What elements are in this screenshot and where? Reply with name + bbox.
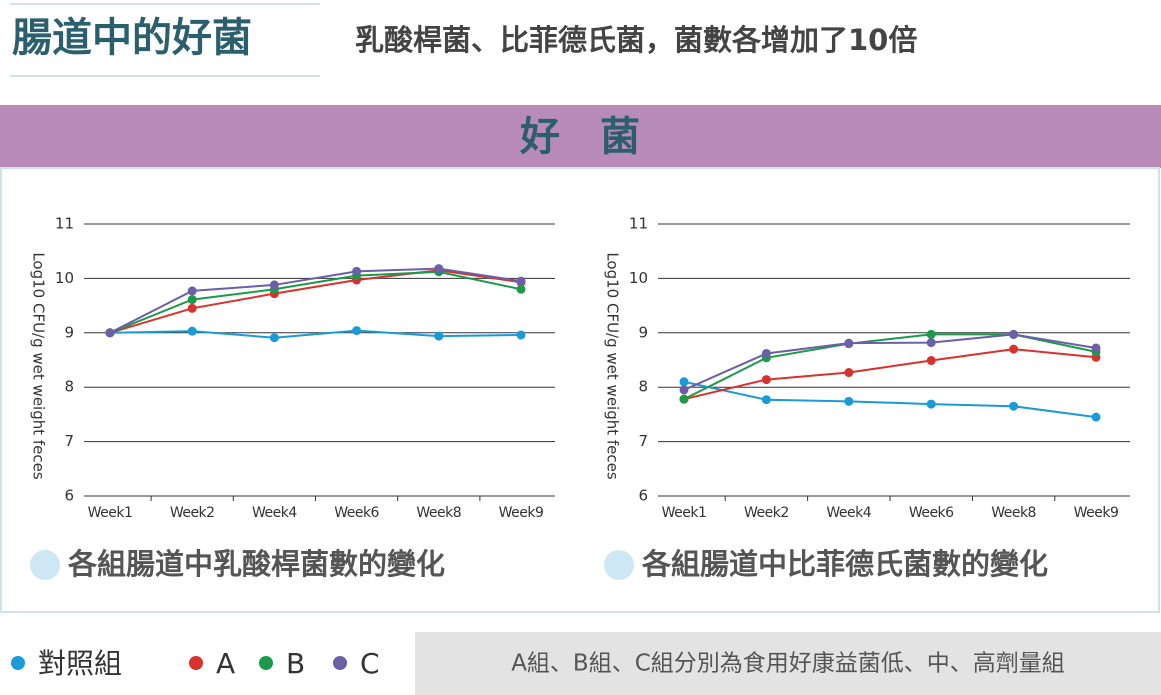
legend-swatch — [333, 656, 347, 670]
content-box — [0, 167, 1160, 613]
data-point — [516, 276, 526, 286]
y-tick-label: 10 — [629, 269, 648, 287]
data-point — [269, 333, 279, 343]
data-point — [187, 326, 197, 336]
y-tick-label: 8 — [64, 378, 74, 396]
legend-label: C — [360, 647, 380, 680]
data-point — [1009, 344, 1019, 354]
x-tick-label: Week9 — [1074, 505, 1119, 521]
data-point — [1009, 329, 1019, 339]
legend-swatch — [259, 656, 273, 670]
data-point — [844, 368, 854, 378]
data-point — [926, 356, 936, 366]
data-point — [516, 330, 526, 340]
series-line — [683, 380, 1097, 419]
x-tick-label: Week4 — [252, 505, 297, 521]
caption-dot — [30, 550, 60, 580]
x-tick-label: Week1 — [88, 505, 133, 521]
y-tick-label: 9 — [64, 323, 74, 341]
data-point — [1091, 343, 1101, 353]
data-point — [434, 264, 444, 274]
x-tick-label: Week6 — [334, 505, 379, 521]
legend-label: 對照組 — [38, 647, 122, 680]
y-tick-label: 8 — [638, 378, 648, 396]
data-point — [516, 284, 526, 294]
legend-label: B — [286, 647, 305, 680]
data-point — [926, 399, 936, 409]
y-axis-label: Log10 CFU/g wet weight feces — [604, 252, 622, 480]
data-point — [679, 385, 689, 395]
y-tick-label: 6 — [64, 487, 74, 505]
data-point — [761, 348, 771, 358]
series-line — [683, 348, 1097, 401]
x-tick-label: Week9 — [499, 505, 544, 521]
y-tick-label: 10 — [55, 269, 74, 287]
data-point — [434, 331, 444, 341]
page-title: 腸道中的好菌 — [12, 15, 252, 61]
subtitle: 乳酸桿菌、比菲德氏菌，菌數各增加了10倍 — [355, 23, 917, 57]
x-tick-label: Week4 — [826, 505, 871, 521]
data-point — [761, 395, 771, 405]
x-tick-label: Week6 — [909, 505, 954, 521]
series-line — [109, 329, 522, 339]
data-point — [679, 394, 689, 404]
data-point — [352, 326, 362, 336]
banner — [0, 105, 1161, 168]
data-point — [844, 396, 854, 406]
series-line — [109, 267, 522, 334]
y-tick-label: 11 — [55, 215, 74, 233]
y-tick-label: 7 — [64, 432, 74, 450]
data-point — [844, 338, 854, 348]
note: A組、B組、C組分別為食用好康益菌低、中、高劑量組 — [511, 651, 1065, 677]
y-tick-label: 7 — [638, 432, 648, 450]
data-point — [926, 338, 936, 348]
data-point — [105, 328, 115, 338]
legend-swatch — [11, 656, 25, 670]
series-line — [109, 269, 522, 334]
x-tick-label: Week2 — [170, 505, 215, 521]
data-point — [1091, 412, 1101, 422]
x-tick-label: Week8 — [991, 505, 1036, 521]
data-point — [679, 377, 689, 387]
chart-caption: 各組腸道中比菲德氏菌數的變化 — [641, 547, 1048, 581]
data-point — [926, 329, 936, 339]
data-point — [1009, 401, 1019, 411]
data-point — [761, 375, 771, 385]
legend-label: A — [216, 647, 235, 680]
x-tick-label: Week8 — [416, 505, 461, 521]
series-line — [683, 333, 1097, 391]
y-axis-label: Log10 CFU/g wet weight feces — [30, 252, 48, 480]
data-point — [187, 286, 197, 296]
y-tick-label: 11 — [629, 215, 648, 233]
chart-caption: 各組腸道中乳酸桿菌數的變化 — [67, 547, 445, 581]
note-box — [415, 632, 1161, 695]
series-line — [109, 270, 522, 334]
data-point — [352, 266, 362, 276]
legend-swatch — [189, 656, 203, 670]
banner-text: 好 菌 — [519, 114, 640, 160]
x-tick-label: Week2 — [744, 505, 789, 521]
y-tick-label: 9 — [638, 323, 648, 341]
data-point — [187, 295, 197, 305]
caption-dot — [604, 550, 634, 580]
data-point — [187, 303, 197, 313]
y-tick-label: 6 — [638, 487, 648, 505]
data-point — [269, 280, 279, 290]
x-tick-label: Week1 — [662, 505, 707, 521]
